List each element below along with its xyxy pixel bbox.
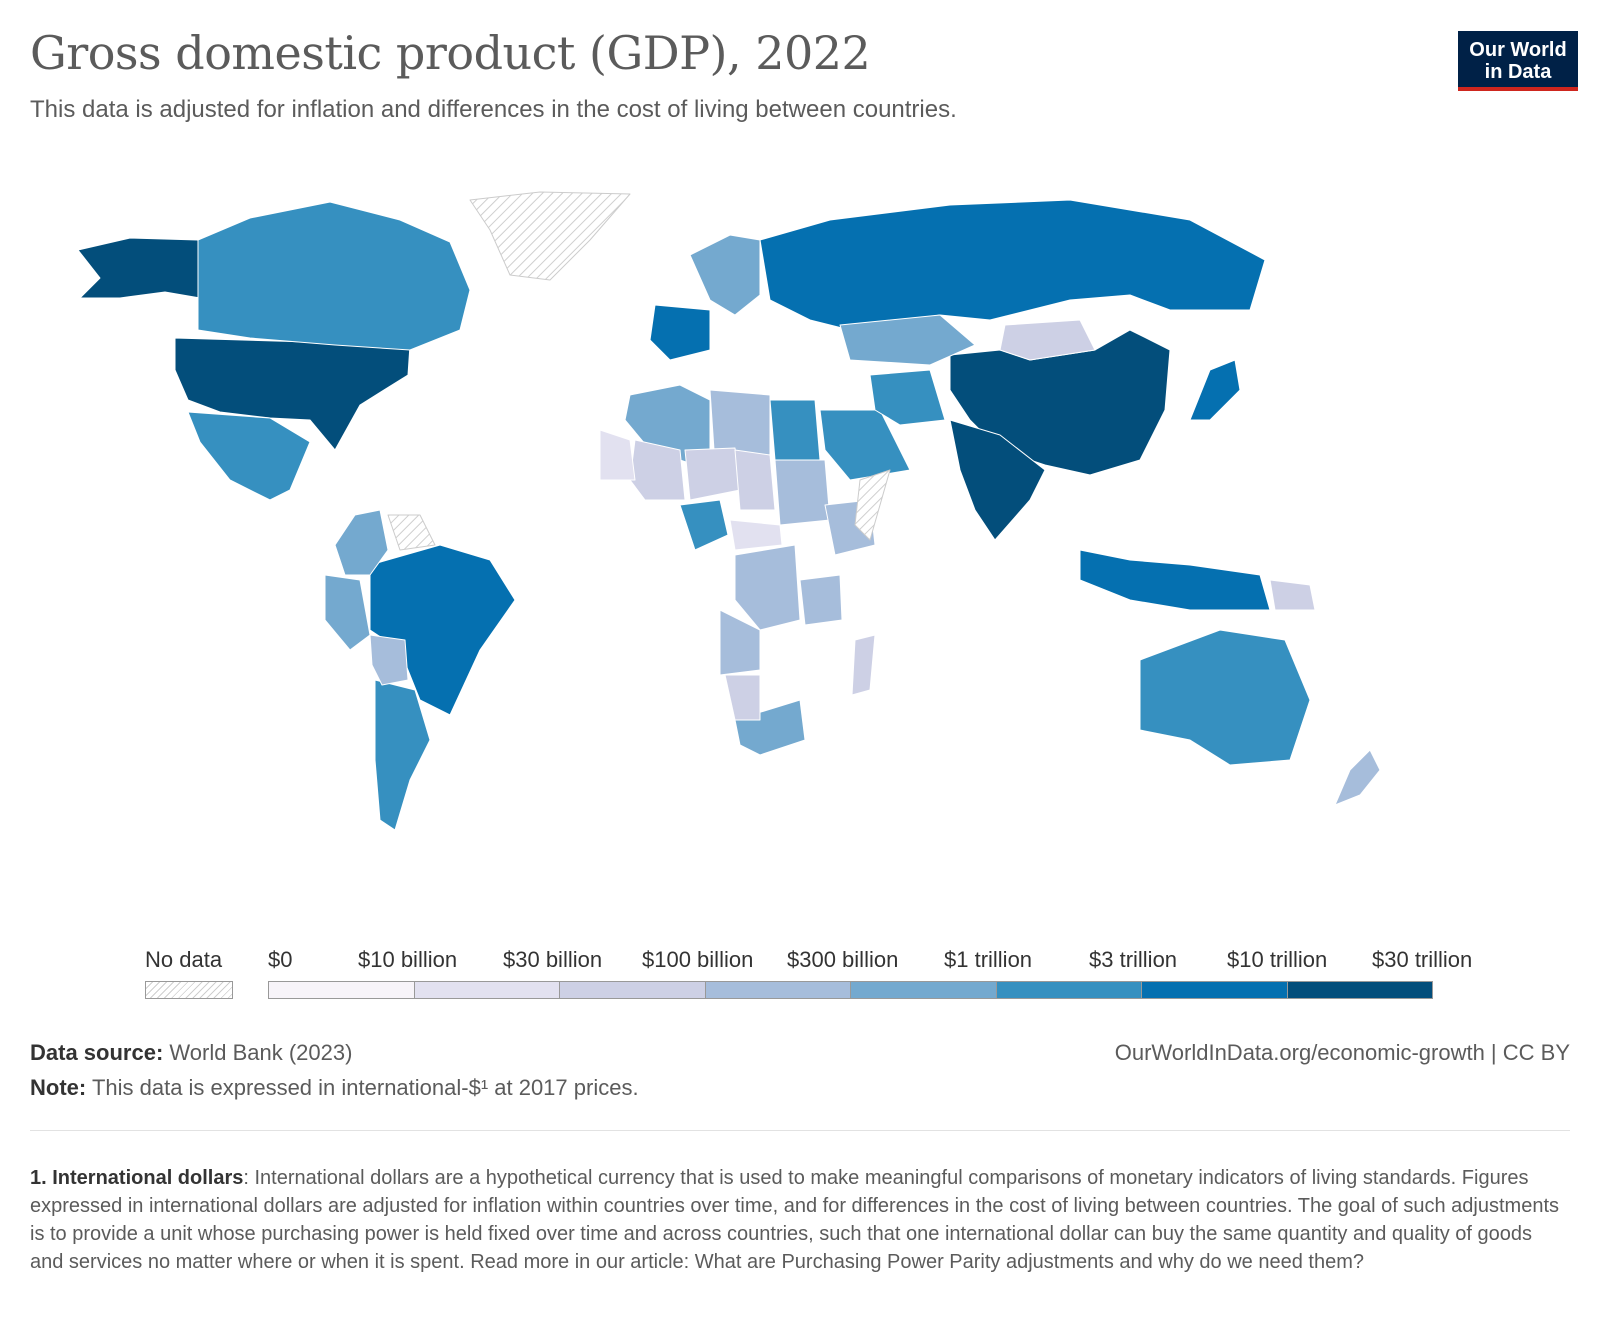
country-new-zealand[interactable]: [1334, 749, 1381, 806]
country-colombia[interactable]: [334, 509, 389, 576]
country-nigeria[interactable]: [679, 499, 729, 551]
logo-line-2: in Data: [1484, 61, 1552, 83]
country-niger[interactable]: [684, 447, 741, 501]
country-central-african-republic[interactable]: [729, 519, 783, 551]
legend-tick-label: $100 billion: [642, 947, 754, 972]
legend-tick-label: $0: [268, 947, 293, 972]
footnote: 1. International dollars: International …: [30, 1164, 1570, 1276]
country-scandinavia[interactable]: [689, 234, 761, 316]
legend-bin: [850, 981, 997, 999]
country-egypt[interactable]: [769, 399, 821, 461]
country-chad[interactable]: [734, 449, 776, 511]
country-russia[interactable]: [759, 199, 1266, 331]
footnote-label: 1. International dollars: [30, 1167, 244, 1189]
country-bolivia[interactable]: [369, 634, 409, 686]
legend-bin: [559, 981, 706, 999]
data-source-value: World Bank (2023): [169, 1040, 353, 1065]
country-venezuela[interactable]: [387, 514, 436, 551]
country-argentina[interactable]: [374, 679, 431, 831]
footer-divider: [30, 1130, 1570, 1131]
legend-tick-label: $30 billion: [503, 947, 603, 972]
country-kazakhstan[interactable]: [839, 314, 976, 366]
footnote-text[interactable]: : International dollars are a hypothetic…: [30, 1167, 1560, 1273]
country-madagascar[interactable]: [851, 634, 876, 696]
country-iran[interactable]: [869, 369, 946, 426]
country-greenland[interactable]: [469, 191, 631, 281]
country-angola[interactable]: [719, 609, 761, 676]
country-india[interactable]: [949, 419, 1046, 541]
legend-bin: [268, 981, 415, 999]
country-united-states[interactable]: [174, 337, 411, 451]
legend-tick-label: $300 billion: [787, 947, 899, 972]
country-indonesia[interactable]: [1079, 549, 1271, 611]
country-germany[interactable]: [649, 304, 711, 361]
country-australia[interactable]: [1139, 629, 1311, 766]
country-mexico[interactable]: [187, 411, 311, 501]
data-source: Data source: World Bank (2023): [30, 1040, 352, 1066]
country-canada[interactable]: [197, 201, 471, 351]
source-url-link[interactable]: OurWorldInData.org/economic-growth | CC …: [1114, 1040, 1570, 1065]
note: Note: This data is expressed in internat…: [30, 1075, 639, 1101]
legend-bin: [704, 981, 851, 999]
note-label: Note:: [30, 1075, 87, 1100]
country-mauritania[interactable]: [599, 429, 636, 481]
country-somalia[interactable]: [854, 469, 891, 541]
legend-tick-label: $30 trillion: [1372, 947, 1473, 972]
world-map[interactable]: [70, 180, 1490, 860]
country-alaska[interactable]: [77, 237, 201, 299]
legend-tick-label: $3 trillion: [1089, 947, 1178, 972]
country-namibia[interactable]: [724, 674, 761, 721]
country-japan[interactable]: [1189, 359, 1241, 421]
country-mongolia[interactable]: [999, 319, 1096, 361]
legend-no-data-label: No data: [145, 947, 223, 972]
legend-tick-label: $1 trillion: [944, 947, 1033, 972]
legend-bin: [1286, 981, 1433, 999]
legend-bin: [413, 981, 560, 999]
legend-bin: [1141, 981, 1288, 999]
country-tanzania[interactable]: [799, 574, 843, 626]
country-peru[interactable]: [324, 574, 371, 651]
note-value: This data is expressed in international-…: [91, 1075, 639, 1100]
country-papua-new-guinea[interactable]: [1269, 579, 1316, 611]
chart-title: Gross domestic product (GDP), 2022: [30, 26, 871, 80]
country-mali[interactable]: [629, 439, 686, 501]
data-source-label: Data source:: [30, 1040, 164, 1065]
legend-tick-label: $10 trillion: [1227, 947, 1328, 972]
country-south-africa[interactable]: [734, 699, 806, 756]
logo-line-1: Our World: [1469, 39, 1567, 61]
chart-subtitle: This data is adjusted for inflation and …: [30, 96, 957, 123]
legend-bin: [995, 981, 1142, 999]
owid-logo[interactable]: Our World in Data: [1458, 31, 1578, 91]
legend-no-data-swatch: [145, 981, 233, 999]
legend-tick-label: $10 billion: [358, 947, 458, 972]
country-sudan[interactable]: [774, 459, 831, 526]
country-dr-congo[interactable]: [734, 544, 801, 631]
